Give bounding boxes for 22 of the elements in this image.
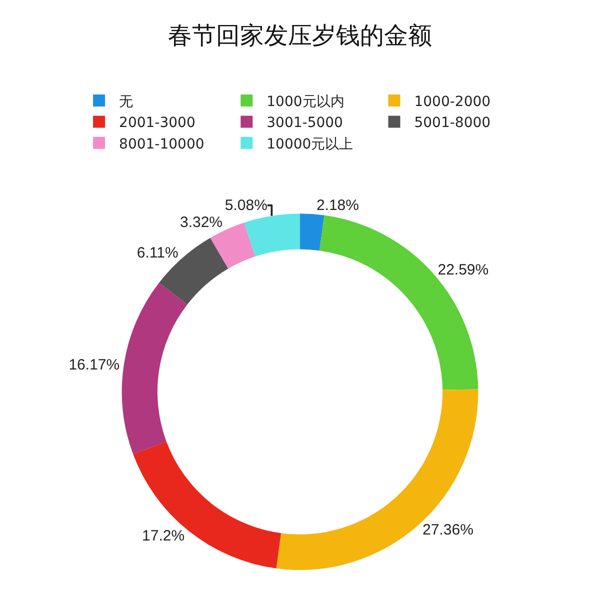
data-label: 22.59% — [438, 262, 489, 278]
legend-label: 1000-2000 — [414, 94, 491, 110]
data-label: 6.11% — [136, 244, 178, 262]
donut-slice — [276, 389, 478, 570]
donut-slice — [122, 282, 188, 454]
legend-label: 1000元以内 — [266, 94, 344, 110]
data-label: 27.36% — [422, 521, 474, 538]
donut-slice — [300, 214, 324, 251]
data-label: 17.2% — [142, 528, 185, 545]
data-label: 3.32% — [180, 214, 223, 231]
legend-label: 8001-10000 — [119, 136, 204, 152]
legend-label: 无 — [119, 94, 134, 110]
chart-title: 春节回家发压岁钱的金额 — [168, 21, 432, 50]
data-label: 16.17% — [68, 356, 120, 374]
donut-slice — [244, 214, 300, 256]
data-label: 2.18% — [316, 197, 359, 214]
legend-label: 3001-5000 — [266, 115, 343, 132]
data-label: 5.08% — [224, 196, 268, 214]
donut-slice — [133, 442, 282, 568]
legend-label: 10000元以上 — [266, 136, 354, 152]
legend-label: 2001-3000 — [119, 115, 196, 132]
legend-label: 5001-8000 — [414, 115, 491, 132]
